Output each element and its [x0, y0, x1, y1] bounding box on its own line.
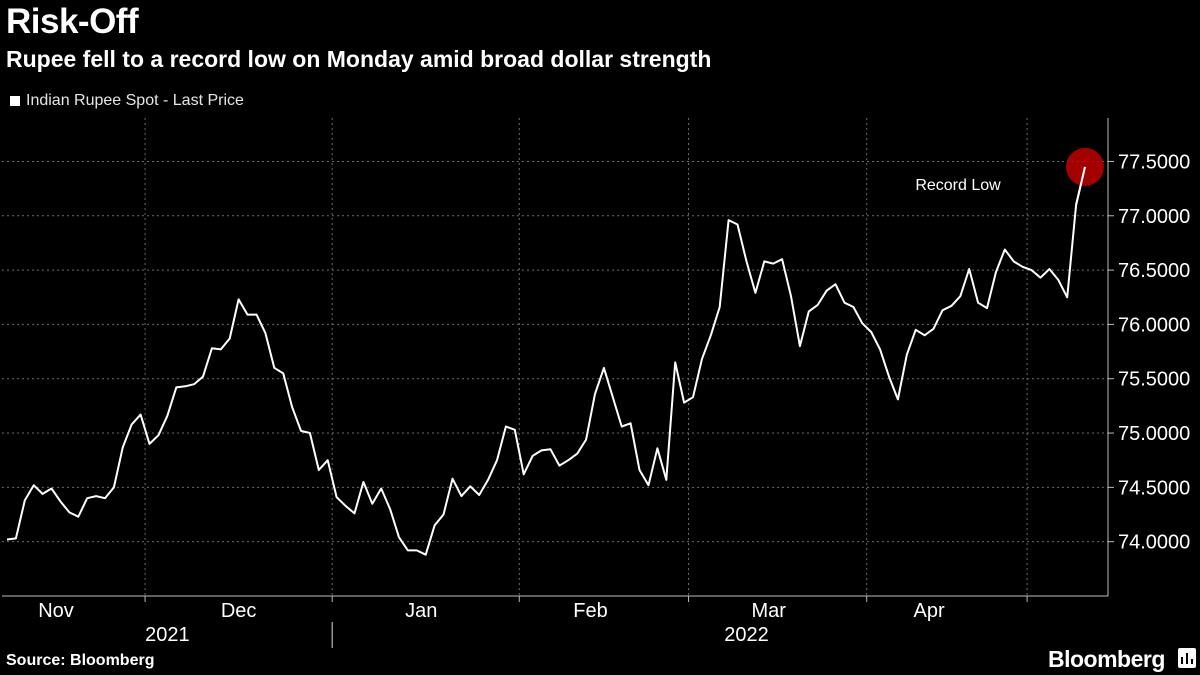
y-tick-label: 74.5000: [1118, 477, 1190, 499]
year-label: 2021: [145, 624, 190, 646]
y-tick-label: 76.0000: [1118, 314, 1190, 336]
y-tick-label: 74.0000: [1118, 532, 1190, 554]
chart-icon: [1178, 648, 1196, 668]
x-tick-label: Apr: [914, 600, 945, 622]
legend-label: Indian Rupee Spot - Last Price: [26, 92, 244, 109]
series-line-last-segment: [1075, 166, 1086, 206]
chart-title: Risk-Off: [6, 2, 139, 41]
tick-labels: 74.0000 74.5000 75.0000 75.5000 76.0000 76.50…: [38, 151, 1190, 646]
y-tick-label: 77.5000: [1118, 151, 1190, 173]
legend: Indian Rupee Spot - Last Price: [10, 92, 244, 110]
x-tick-label: Feb: [573, 600, 607, 622]
data-series: [6, 147, 1104, 556]
x-tick-label: Nov: [38, 600, 74, 622]
y-tick-label: 77.0000: [1118, 206, 1190, 228]
x-tick-label: Dec: [221, 600, 257, 622]
x-tick-label: Jan: [405, 600, 437, 622]
record-low-marker: [1066, 147, 1104, 186]
annotation-label: Record Low: [915, 177, 1001, 194]
series-line: [6, 166, 1086, 556]
y-tick-label: 75.5000: [1118, 369, 1190, 391]
gridlines: [2, 118, 1108, 596]
axes: [2, 118, 1114, 648]
year-label: 2022: [724, 624, 769, 646]
legend-swatch: [10, 96, 20, 106]
chart-subtitle: Rupee fell to a record low on Monday ami…: [6, 46, 712, 72]
y-tick-label: 76.5000: [1118, 260, 1190, 282]
y-tick-label: 75.0000: [1118, 423, 1190, 445]
brand-logo: Bloomberg: [1048, 646, 1165, 672]
x-tick-label: Mar: [752, 600, 787, 622]
source-note: Source: Bloomberg: [6, 652, 155, 669]
